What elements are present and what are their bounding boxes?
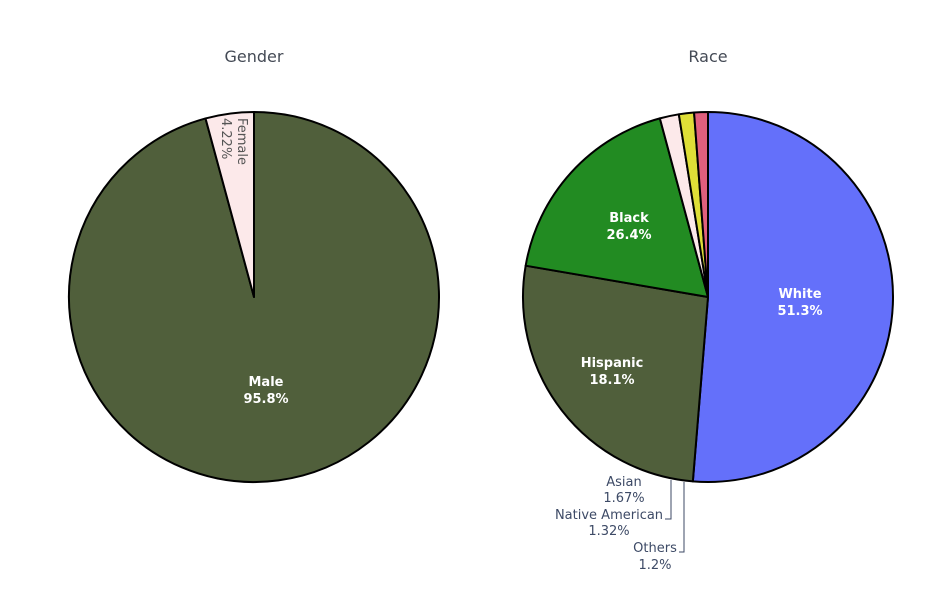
gender-male-label: Male 95.8% [243,375,288,407]
gender-chart-title: Gender [225,47,284,66]
gender-pie [68,111,440,483]
pie-slice-female [204,111,255,298]
race-native-american-label: Native American 1.32% [555,480,672,539]
race-others-label: Others 1.2% [633,482,685,573]
pie-slice-black [522,264,709,483]
pie-slice-others [693,111,709,298]
others-leader-line [679,482,685,553]
hispanic-label-name: Hispanic [581,356,644,371]
race-white-label: White 51.3% [777,287,822,319]
asian-label-name: Asian [606,475,641,490]
others-label-name: Others [633,541,677,556]
male-label-percent: 95.8% [243,392,288,407]
native-american-label-name: Native American [555,508,663,523]
race-hispanic-label: Hispanic 18.1% [581,356,644,388]
pie-slice-hispanic [524,117,709,298]
native-american-leader-line [665,480,672,520]
white-label-percent: 51.3% [777,304,822,319]
race-chart-title: Race [688,47,727,66]
black-label-percent: 26.4% [606,228,651,243]
hispanic-label-percent: 18.1% [589,373,634,388]
others-label-percent: 1.2% [638,558,671,573]
female-label-name: Female [234,118,249,165]
native-american-label-percent: 1.32% [588,524,629,539]
male-label-name: Male [249,375,284,390]
race-pie [522,111,894,483]
female-label-percent: 4.22% [218,118,233,159]
gender-female-label: Female 4.22% [218,118,249,165]
pie-slice-white [691,111,894,483]
black-label-name: Black [609,211,649,226]
white-label-name: White [778,287,821,302]
race-black-label: Black 26.4% [606,211,651,243]
asian-label-percent: 1.67% [603,491,644,506]
race-asian-label: Asian 1.67% [603,475,644,506]
